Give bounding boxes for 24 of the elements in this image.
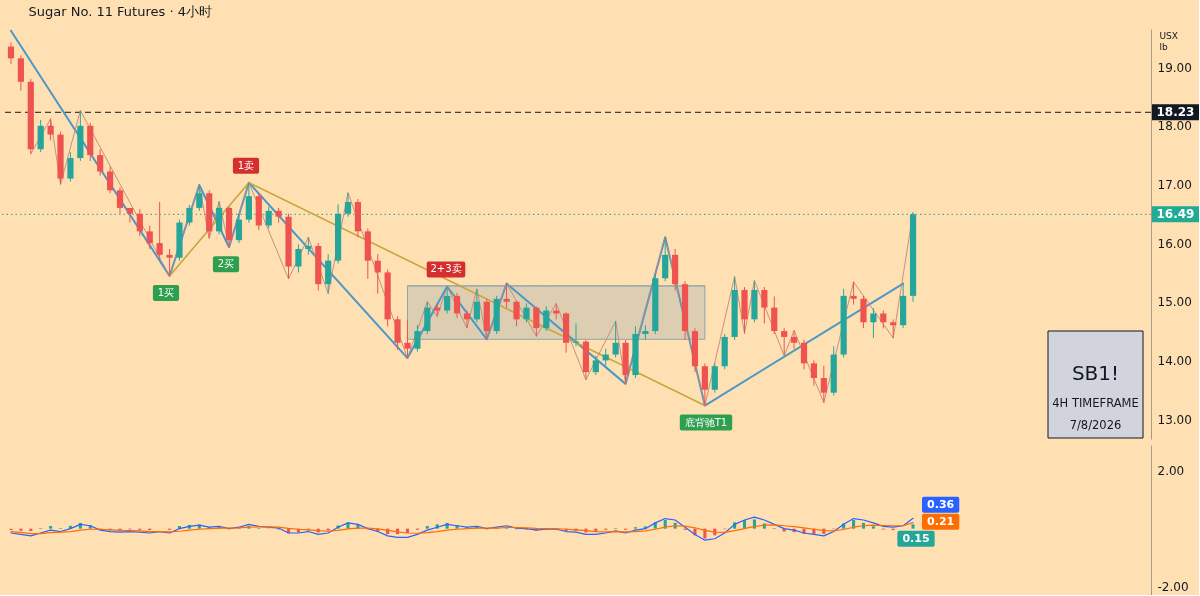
ref-line-label: 18.23 — [1156, 105, 1195, 120]
annotation: SB1! — [1071, 361, 1120, 385]
annotation: 4H TIMEFRAME — [1052, 396, 1139, 410]
y-tick-label: 18.00 — [1157, 119, 1192, 134]
y-tick-label: 2.00 — [1157, 464, 1185, 479]
chart-title: Sugar No. 11 Futures · 4小时 — [28, 4, 212, 19]
y-tick-label: 14.00 — [1157, 353, 1192, 368]
y-tick-label: 16.00 — [1157, 236, 1192, 251]
annotation: 底背驰T1 — [684, 416, 728, 428]
y-tick-label: 19.00 — [1157, 60, 1192, 75]
data-label: 0.15 — [902, 531, 930, 545]
ref-line-label: 16.49 — [1156, 207, 1195, 222]
annotation: 7/8/2026 — [1069, 418, 1122, 432]
annotation: 2+3卖 — [430, 263, 462, 275]
data-label: 0.36 — [927, 497, 955, 511]
y-tick-label: -2.00 — [1157, 579, 1189, 594]
data-label: 0.21 — [927, 514, 955, 528]
y-axis-title: USX lb — [1159, 30, 1178, 52]
y-tick-label: 17.00 — [1157, 177, 1192, 192]
y-tick-label: 15.00 — [1157, 295, 1192, 310]
y-tick-label: 13.00 — [1157, 412, 1192, 427]
annotation: 1卖 — [237, 159, 255, 171]
annotation: 2买 — [217, 258, 235, 270]
annotation: 1买 — [157, 286, 175, 298]
